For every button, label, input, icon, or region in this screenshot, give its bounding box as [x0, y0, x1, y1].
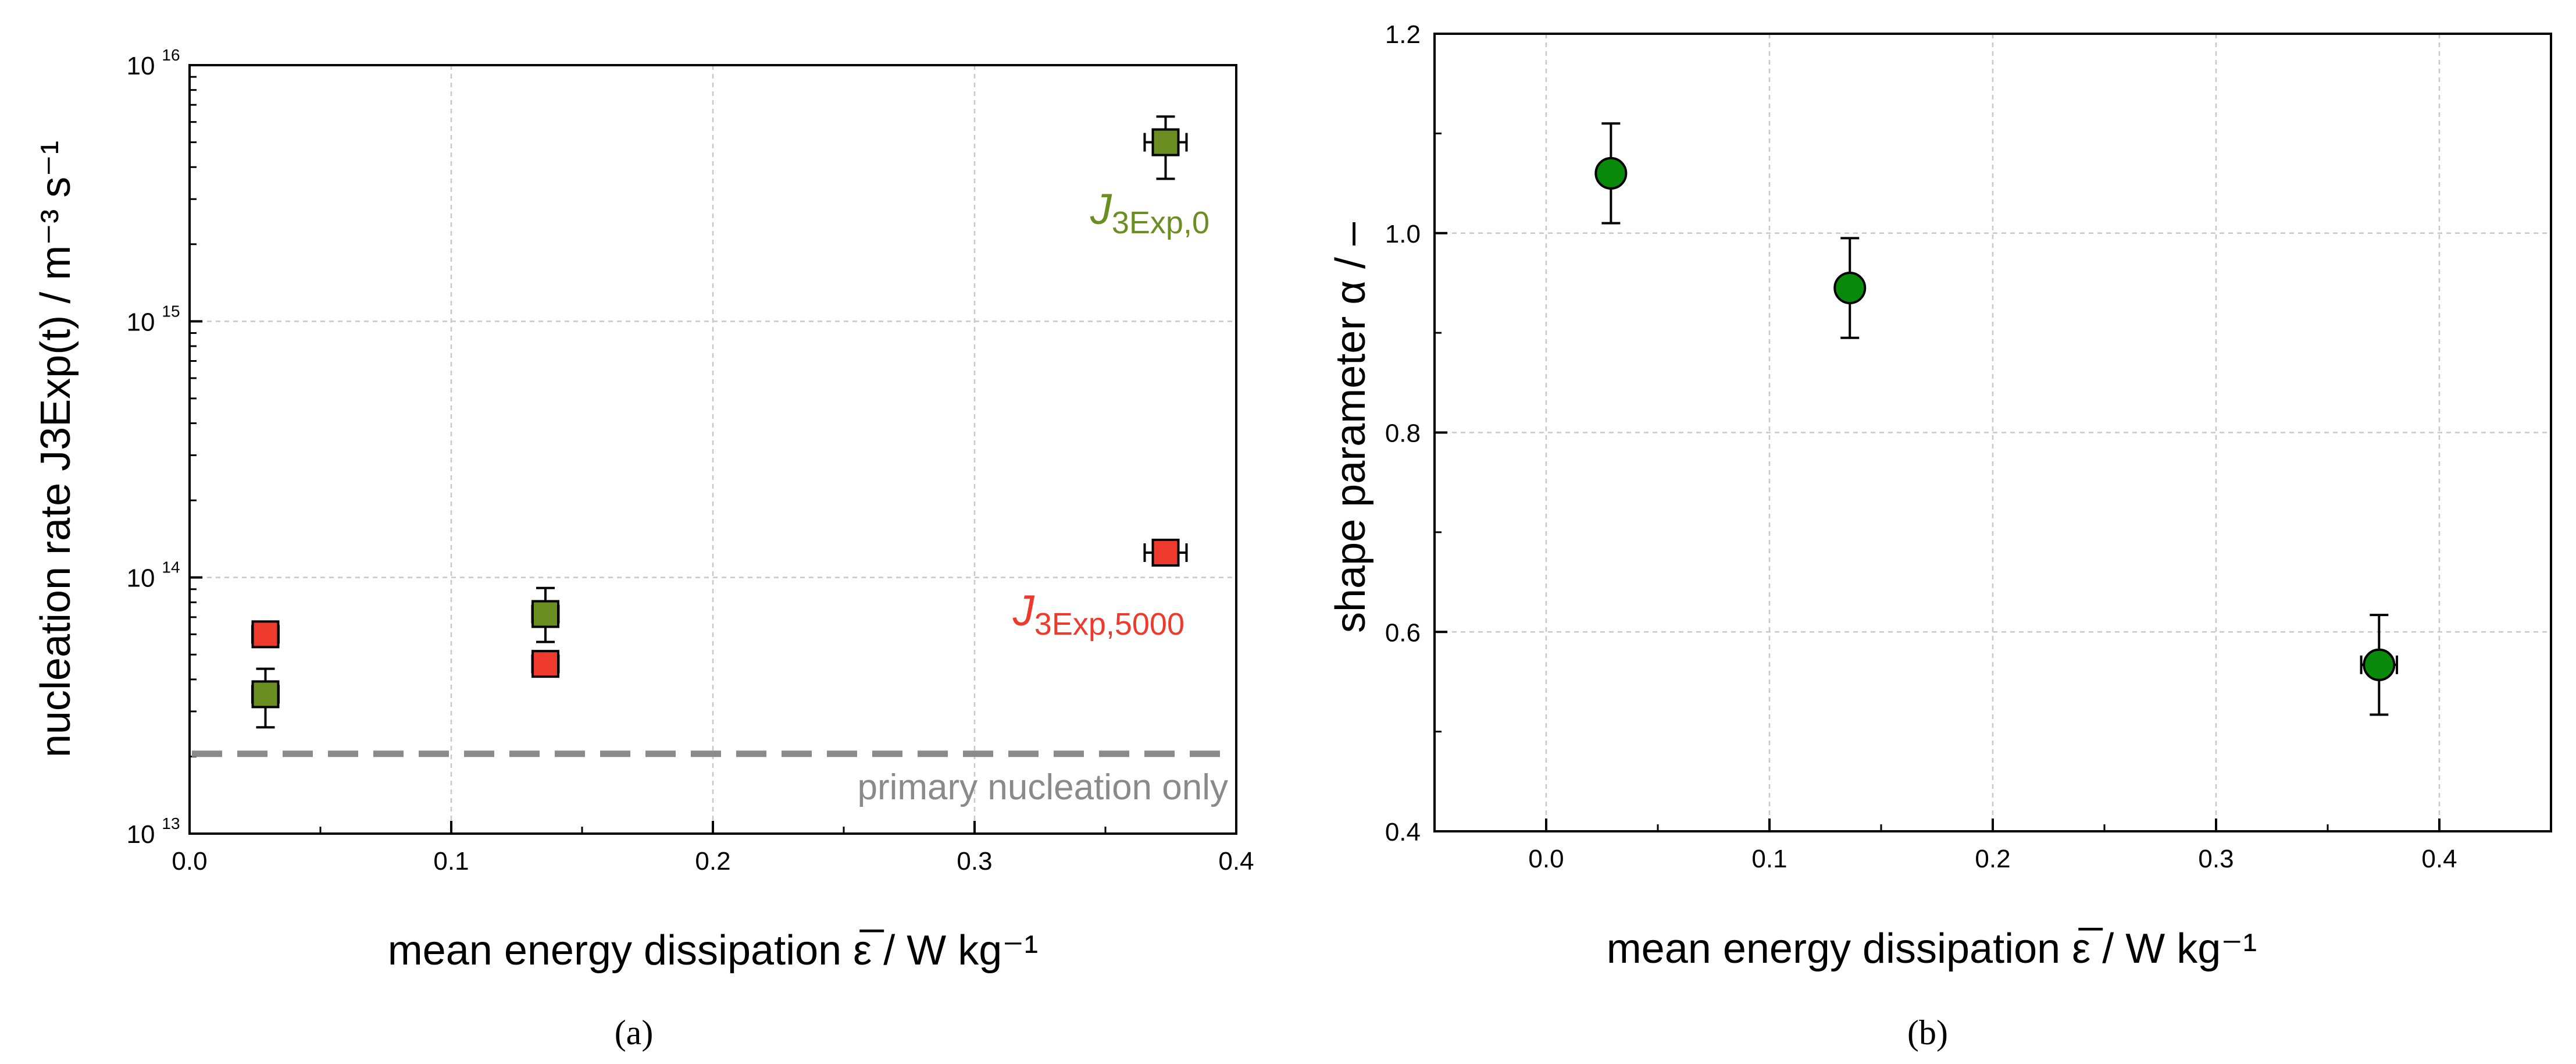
label-main: J [1012, 586, 1035, 635]
panel-b-y-tick-label: 0.8 [1385, 419, 1421, 448]
marker-j3exp0 [531, 600, 559, 628]
panel-a-x-tick-label: 0.0 [172, 847, 207, 876]
panel-a-x-tick-label: 0.1 [433, 847, 469, 876]
panel-a-gridlines [190, 65, 1236, 834]
panel-a-axis-labels: mean energy dissipation ε̅ / W kg⁻¹ nucle… [33, 141, 1038, 974]
y-tick-base: 10 [127, 308, 155, 336]
panel-b-y-tick-label: 1.0 [1385, 220, 1421, 248]
panel-b-y-tick-label: 1.2 [1385, 20, 1421, 49]
panel-a-markers [251, 128, 1180, 709]
panel-b-ticks [1433, 33, 2552, 832]
panel-a-caption: (a) [615, 1013, 654, 1052]
panel-a-y-tick-labels: 10 13 10 14 10 15 10 16 [127, 46, 180, 849]
y-tick-exponent: 16 [162, 46, 180, 64]
panel-b-markers [1594, 156, 2396, 681]
panel-b-axis-labels: mean energy dissipation ε̅ / W kg⁻¹ shape… [1328, 222, 2257, 972]
panel-a-x-axis-label: mean energy dissipation ε̅ / W kg⁻¹ [388, 927, 1039, 974]
panel-b-caption: (b) [1907, 1013, 1948, 1052]
y-tick-exponent: 13 [162, 814, 180, 832]
panel-a-y-tick-label: 10 15 [127, 302, 180, 336]
marker-shape-parameter [1594, 156, 1628, 190]
panel-a-x-tick-labels: 0.0 0.1 0.2 0.3 0.4 [172, 847, 1254, 876]
panel-a-y-tick-label: 10 16 [127, 46, 180, 80]
panel-b-y-tick-label: 0.6 [1385, 618, 1421, 647]
label-subscript: 3Exp,5000 [1034, 607, 1184, 642]
marker-shape-parameter [1833, 272, 1867, 305]
panel-a-ticks [188, 64, 1237, 835]
panel-b-x-tick-label: 0.4 [2421, 845, 2457, 873]
label-main: J [1090, 185, 1112, 233]
panel-a-y-tick-label: 10 14 [127, 558, 180, 593]
marker-j3exp5000 [531, 650, 559, 678]
y-tick-base: 10 [127, 52, 155, 80]
panel-b-x-tick-labels: 0.0 0.1 0.2 0.3 0.4 [1528, 845, 2457, 873]
marker-j3exp0 [251, 680, 280, 709]
y-tick-exponent: 14 [162, 558, 180, 577]
panel-a-y-axis-label: nucleation rate J3Exp(t) / m⁻³ s⁻¹ [33, 141, 79, 757]
panel-b-x-axis-label: mean energy dissipation ε̅ / W kg⁻¹ [1607, 926, 2257, 972]
panel-b-y-tick-label: 0.4 [1385, 818, 1421, 846]
marker-shape-parameter [2363, 648, 2396, 681]
panel-b-y-tick-labels: 0.4 0.6 0.8 1.0 1.2 [1385, 20, 1421, 846]
y-tick-exponent: 15 [162, 302, 180, 320]
panel-b-chart: 0.0 0.1 0.2 0.3 0.4 0.4 0.6 0.8 1.0 1.2 mean ene… [1328, 20, 2552, 1052]
marker-j3exp5000 [251, 620, 280, 649]
panel-a-x-tick-label: 0.2 [695, 847, 730, 876]
panel-a-x-tick-label: 0.4 [1218, 847, 1254, 876]
panel-b-y-axis-label: shape parameter α / – [1328, 222, 1374, 633]
y-tick-base: 10 [127, 564, 155, 593]
panel-b-error-bars [1599, 122, 2399, 716]
panel-b-x-tick-label: 0.2 [1975, 845, 2010, 873]
panel-b-gridlines [1435, 34, 2551, 831]
reference-line-label: primary nucleation only [857, 767, 1228, 807]
panel-a-y-tick-label: 10 13 [127, 814, 180, 849]
panel-b-x-tick-label: 0.1 [1751, 845, 1787, 873]
panel-b-x-tick-label: 0.3 [2198, 845, 2234, 873]
y-tick-base: 10 [127, 820, 155, 849]
marker-j3exp5000 [1151, 538, 1180, 567]
panel-a-x-tick-label: 0.3 [957, 847, 992, 876]
marker-j3exp0 [1151, 128, 1180, 156]
label-j3exp5000: J3Exp,5000 [1012, 586, 1184, 642]
reference-line-group: primary nucleation only [192, 750, 1234, 807]
label-j3exp0: J3Exp,0 [1090, 185, 1209, 240]
panel-a-chart: primary nucleation only 0.0 0.1 0.2 0.3 0.4 … [33, 46, 1254, 1052]
label-subscript: 3Exp,0 [1112, 205, 1209, 240]
panel-b-x-tick-label: 0.0 [1528, 845, 1564, 873]
